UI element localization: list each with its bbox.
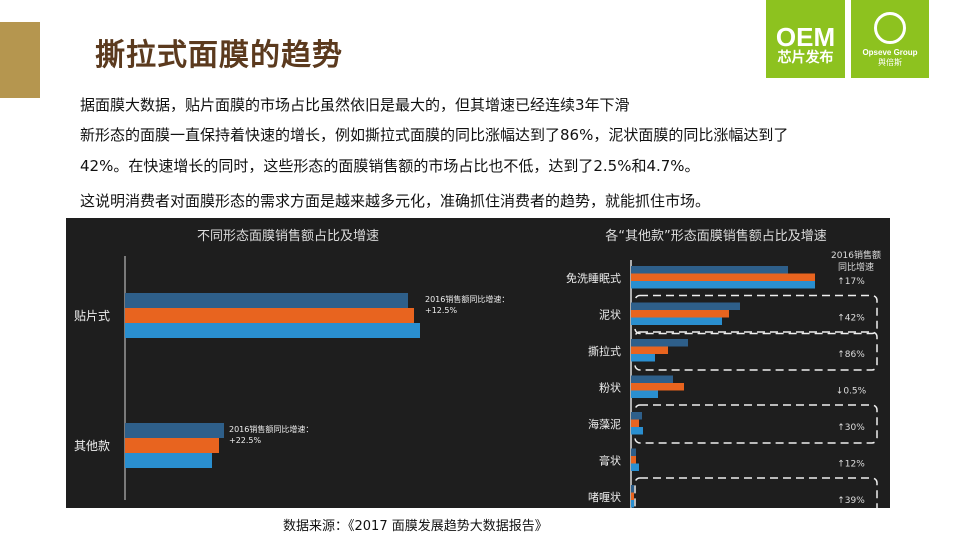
bar	[631, 448, 636, 456]
growth-label: ↑86%	[837, 350, 865, 360]
bar	[631, 266, 788, 274]
chart2-title: 各“其他款”形态面膜销售额占比及增速	[605, 228, 826, 244]
oem-logo-text: OEM	[775, 22, 836, 52]
category-label: 啫喱状	[588, 490, 621, 504]
bar	[631, 390, 658, 398]
category-label: 贴片式	[74, 309, 110, 323]
bar	[631, 317, 722, 325]
highlight-box	[634, 294, 878, 335]
highlight-box	[634, 331, 878, 371]
paragraph-line: 这说明消费者对面膜形态的需求方面是越来越多元化，准确抓住消费者的趋势，就能抓住市…	[80, 192, 711, 210]
category-label: 膏状	[599, 454, 621, 468]
annotation: +22.5%	[229, 436, 262, 445]
growth-label: ↑42%	[837, 314, 865, 324]
group-name-cn: 舆倍斯	[878, 58, 902, 67]
category-label: 其他款	[74, 439, 110, 453]
chart2-note: 2016销售额	[831, 249, 881, 261]
group-logo: Opseve Group 舆倍斯	[851, 0, 929, 78]
bar	[631, 419, 639, 427]
bar	[125, 453, 212, 468]
source-note: 数据来源：《2017 面膜发展趋势大数据报告》	[283, 519, 548, 534]
charts-svg: 不同形态面膜销售额占比及增速 各“其他款”形态面膜销售额占比及增速 2016销售…	[74, 228, 881, 517]
growth-label: ↑17%	[837, 277, 865, 287]
bar	[631, 412, 642, 420]
bar	[631, 354, 655, 362]
growth-label: ↑39%	[837, 496, 865, 506]
oem-logo-subtext: 芯片发布	[777, 50, 834, 66]
bar	[631, 492, 634, 500]
category-label: 免洗睡眠式	[566, 271, 621, 285]
growth-label: ↑30%	[837, 423, 865, 433]
chart2-note: 同比增速	[838, 261, 874, 273]
annotation: +12.5%	[425, 306, 458, 315]
bar	[125, 308, 414, 323]
bar	[631, 427, 643, 435]
ring-icon	[874, 12, 906, 44]
paragraph-line: 据面膜大数据，贴片面膜的市场占比虽然依旧是最大的，但其增速已经连续3年下滑	[80, 96, 630, 114]
oem-logo: OEM 芯片发布	[766, 0, 845, 78]
bar	[631, 310, 729, 318]
highlight-box	[634, 404, 878, 444]
bar	[631, 302, 740, 310]
bar	[631, 273, 815, 281]
group-name-en: Opseve Group	[862, 48, 918, 57]
paragraph-line: 新形态的面膜一直保持着快速的增长，例如撕拉式面膜的同比涨幅达到了86%，泥状面膜…	[80, 126, 789, 144]
bar	[125, 323, 420, 338]
bar	[631, 281, 815, 289]
annotation: 2016销售额同比增速：	[229, 424, 313, 434]
chart-image: 不同形态面膜销售额占比及增速 各“其他款”形态面膜销售额占比及增速 2016销售…	[66, 218, 890, 517]
growth-label: ↑12%	[837, 460, 865, 470]
growth-label: ↓0.5%	[836, 387, 867, 397]
bar	[631, 339, 688, 347]
category-label: 海藻泥	[588, 417, 621, 431]
bar	[631, 346, 668, 354]
category-label: 粉状	[599, 381, 621, 395]
bar	[631, 463, 639, 471]
bar	[125, 438, 219, 453]
bar	[631, 383, 684, 391]
page-title: 撕拉式面膜的趋势	[95, 38, 343, 73]
category-label: 泥状	[599, 308, 621, 322]
bar	[125, 423, 224, 438]
chart1-title: 不同形态面膜销售额占比及增速	[197, 228, 379, 244]
bar	[631, 485, 634, 493]
bar	[631, 375, 673, 383]
bar	[125, 293, 408, 308]
bar	[631, 456, 636, 464]
category-label: 撕拉式	[588, 344, 621, 358]
accent-bar	[0, 22, 40, 98]
bar	[631, 500, 634, 508]
paragraph-line: 42%。在快速增长的同时，这些形态的面膜销售额的市场占比也不低，达到了2.5%和…	[80, 157, 700, 175]
annotation: 2016销售额同比增速：	[425, 294, 509, 304]
